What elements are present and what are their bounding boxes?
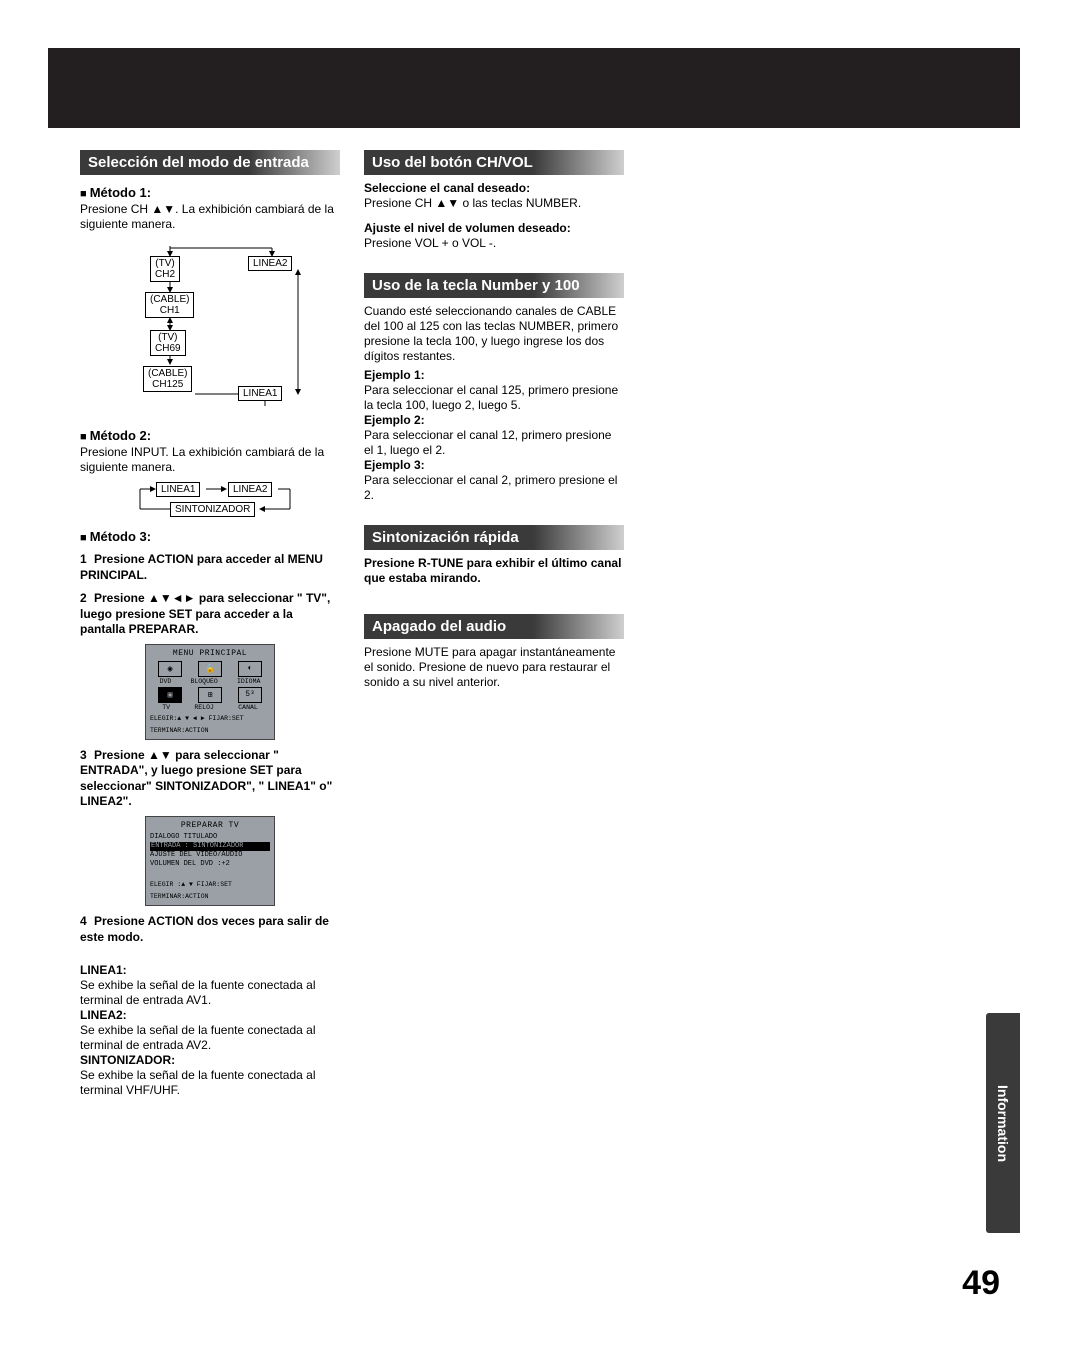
diag2-sintonizador: SINTONIZADOR [170, 502, 255, 517]
osd2-footer2: TERMINAR:ACTION [150, 893, 270, 901]
diagram-method2: LINEA1 LINEA2 SINTONIZADOR [110, 479, 310, 519]
sintonizador-body: Se exhibe la señal de la fuente conectad… [80, 1068, 340, 1098]
osd-icon-bloqueo: 🔒 [198, 661, 222, 677]
osd1-lbl-tv: TV [162, 704, 170, 711]
diag1-linea1: LINEA1 [238, 386, 282, 401]
num-intro: Cuando esté seleccionando canales de CAB… [364, 304, 624, 364]
osd2-footer1: ELEGIR :▲ ▼ FIJAR:SET [150, 881, 270, 889]
chvol-vol-hdr: Ajuste el nivel de volumen deseado: [364, 221, 624, 236]
osd1-lbl-reloj: RELOJ [194, 704, 214, 711]
osd2-r4: VOLUMEN DEL DVD :+2 [150, 860, 270, 869]
osd1-lbl-bloqueo: BLOQUEO [190, 678, 217, 685]
step-2: 2Presione ▲▼◄► para seleccionar " TV", l… [80, 591, 340, 638]
page-content: Selección del modo de entrada Método 1: … [80, 150, 1000, 1303]
ej3-body: Para seleccionar el canal 2, primero pre… [364, 473, 624, 503]
osd-icon-tv: ▣ [158, 687, 182, 703]
osd1-title: MENU PRINCIPAL [150, 649, 270, 658]
diag1-tv-ch2: (TV) CH2 [150, 256, 180, 282]
osd2-title: PREPARAR TV [150, 821, 270, 830]
ej1-hdr: Ejemplo 1: [364, 368, 624, 383]
linea2-header: LINEA2: [80, 1008, 340, 1023]
chvol-sel-body: Presione CH ▲▼ o las teclas NUMBER. [364, 196, 624, 211]
step-3: 3Presione ▲▼ para seleccionar " ENTRADA"… [80, 748, 340, 810]
osd-icon-canal: 5³ [238, 687, 262, 703]
ej2-hdr: Ejemplo 2: [364, 413, 624, 428]
diag1-cable-ch125: (CABLE) CH125 [143, 366, 192, 392]
section-number-100: Uso de la tecla Number y 100 [364, 273, 624, 298]
section-chvol: Uso del botón CH/VOL [364, 150, 624, 175]
ej3-hdr: Ejemplo 3: [364, 458, 624, 473]
step-1-text: Presione ACTION para acceder al MENU PRI… [80, 552, 323, 582]
osd-menu-principal: MENU PRINCIPAL ◉ 🔒 ◐ DVD BLOQUEO IDIOMA … [145, 644, 275, 740]
ej2-body: Para seleccionar el canal 12, primero pr… [364, 428, 624, 458]
metodo3-header: Método 3: [80, 529, 340, 544]
metodo2-header: Método 2: [80, 428, 340, 443]
osd1-footer2: TERMINAR:ACTION [150, 727, 270, 735]
diag1-tv-ch69: (TV) CH69 [150, 330, 186, 356]
osd2-r2: ENTRADA : SINTONIZADOR [150, 842, 270, 851]
linea1-body: Se exhibe la señal de la fuente conectad… [80, 978, 340, 1008]
section-seleccion-modo: Selección del modo de entrada [80, 150, 340, 175]
section-apagado-audio: Apagado del audio [364, 614, 624, 639]
linea1-header: LINEA1: [80, 963, 340, 978]
osd1-lbl-dvd: DVD [160, 678, 172, 685]
sintonizador-header: SINTONIZADOR: [80, 1053, 340, 1068]
diagram-method1: (TV) CH2 (CABLE) CH1 (TV) CH69 (CABLE) C… [110, 238, 310, 418]
step-2-text: Presione ▲▼◄► para seleccionar " TV", lu… [80, 591, 330, 636]
top-black-band [48, 48, 1020, 128]
sint-body: Presione R-TUNE para exhibir el último c… [364, 556, 624, 586]
step-4-text: Presione ACTION dos veces para salir de … [80, 914, 329, 944]
step-3-text: Presione ▲▼ para seleccionar " ENTRADA",… [80, 748, 332, 809]
chvol-vol-body: Presione VOL + o VOL -. [364, 236, 624, 251]
audio-body: Presione MUTE para apagar instantáneamen… [364, 645, 624, 690]
osd-preparar-tv: PREPARAR TV DIALOGO TITULADO ENTRADA : S… [145, 816, 275, 906]
linea2-body: Se exhibe la señal de la fuente conectad… [80, 1023, 340, 1053]
step-1: 1Presione ACTION para acceder al MENU PR… [80, 552, 340, 583]
section-sintonizacion-rapida: Sintonización rápida [364, 525, 624, 550]
diag2-linea2: LINEA2 [228, 482, 272, 497]
diag2-linea1: LINEA1 [156, 482, 200, 497]
diag1-linea2: LINEA2 [248, 256, 292, 271]
page-number: 49 [962, 1264, 1000, 1303]
right-column: Uso del botón CH/VOL Seleccione el canal… [364, 150, 624, 1303]
chvol-sel-hdr: Seleccione el canal deseado: [364, 181, 624, 196]
diag1-cable-ch1: (CABLE) CH1 [145, 292, 194, 318]
left-column: Selección del modo de entrada Método 1: … [80, 150, 340, 1303]
osd1-lbl-idioma: IDIOMA [237, 678, 260, 685]
osd2-r1: DIALOGO TITULADO [150, 833, 270, 842]
osd-icon-idioma: ◐ [238, 661, 262, 677]
metodo1-body: Presione CH ▲▼. La exhibición cambiará d… [80, 202, 340, 232]
metodo1-header: Método 1: [80, 185, 340, 200]
osd2-r3: AJUSTE DEL VIDEO/AUDIO [150, 851, 270, 860]
metodo2-body: Presione INPUT. La exhibición cambiará d… [80, 445, 340, 475]
ej1-body: Para seleccionar el canal 125, primero p… [364, 383, 624, 413]
osd-icon-reloj: ⊞ [198, 687, 222, 703]
information-tab: Information [986, 1013, 1020, 1233]
step-4: 4Presione ACTION dos veces para salir de… [80, 914, 340, 945]
osd1-footer1: ELEGIR:▲ ▼ ◄ ► FIJAR:SET [150, 715, 270, 723]
osd1-lbl-canal: CANAL [238, 704, 258, 711]
osd-icon-dvd: ◉ [158, 661, 182, 677]
